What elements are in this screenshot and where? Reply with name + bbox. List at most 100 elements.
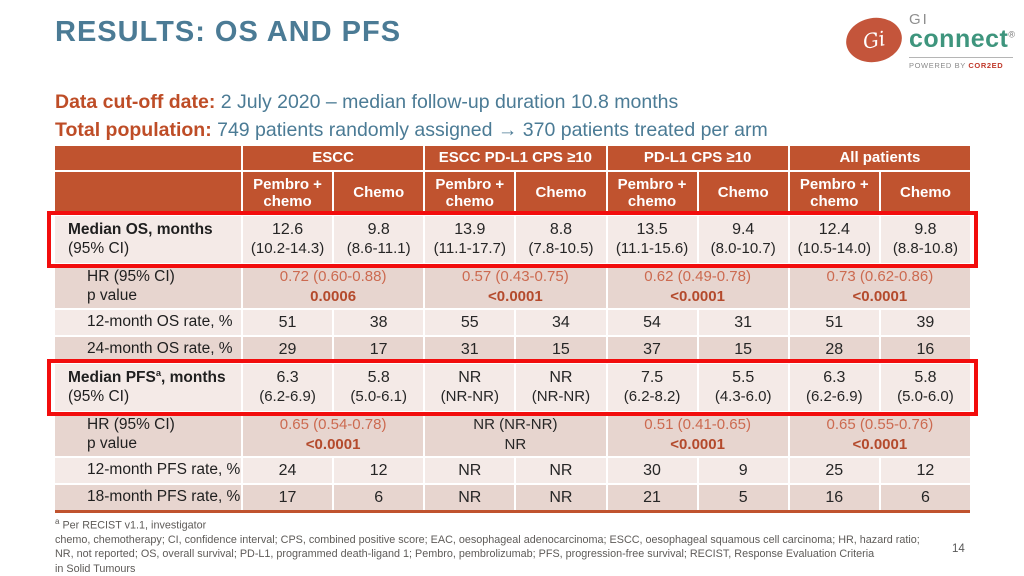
- data-cell: 55: [423, 310, 515, 335]
- tagline-prefix: POWERED BY: [909, 60, 969, 70]
- row-label: 24-month OS rate, %: [55, 337, 241, 362]
- footnote-line-4: in Solid Tumours: [55, 562, 136, 575]
- corner-cell: [55, 146, 241, 170]
- data-cell: 28: [787, 337, 879, 362]
- data-cell: 31: [696, 310, 788, 335]
- data-cell: 9.8 (8.8-10.8): [878, 216, 970, 263]
- row-label: HR (95% CI) p value: [55, 413, 241, 456]
- data-cell: 13.9 (11.1-17.7): [423, 216, 515, 263]
- hr-cell: NR (NR-NR) NR: [423, 413, 606, 456]
- gi-monogram-text: Gi: [860, 26, 888, 54]
- footnote-line-2: chemo, chemotherapy; CI, confidence inte…: [55, 533, 920, 546]
- column-group-header: ESCC: [241, 146, 424, 170]
- footnote-line-3: NR, not reported; OS, overall survival; …: [55, 548, 875, 561]
- logo-text-block: GI connect® POWERED BY COR2ED: [909, 12, 1016, 70]
- results-table: ESCC ESCC PD-L1 CPS ≥10 PD-L1 CPS ≥10 All p…: [47, 146, 978, 513]
- page-number: 14: [952, 543, 965, 555]
- data-cell: NR: [514, 485, 606, 510]
- table-row-pfs-rate-18: 18-month PFS rate, % 17 6 NR NR 21 5 16 6: [55, 483, 970, 510]
- column-arm-header: Chemo: [696, 172, 788, 214]
- table-row-median-os: Median OS, months (95% CI) 12.6 (10.2-14.3)…: [47, 211, 978, 268]
- gi-connect-logo: Gi GI connect® POWERED BY COR2ED: [842, 12, 1016, 70]
- data-cell: 17: [332, 337, 424, 362]
- row-label: Median OS, months (95% CI): [55, 216, 241, 263]
- column-arm-header: Pembro + chemo: [423, 172, 515, 214]
- data-cutoff-label: Data cut-off date:: [55, 91, 216, 113]
- data-cell: 51: [241, 310, 333, 335]
- footnote: a Per RECIST v1.1, investigator chemo, c…: [55, 517, 920, 576]
- data-cell: 15: [514, 337, 606, 362]
- subtitle-block: Data cut-off date: 2 July 2020 – median …: [55, 88, 768, 145]
- data-cell: NR: [423, 458, 515, 483]
- row-label: 18-month PFS rate, %: [55, 485, 241, 510]
- corner-cell: [55, 172, 241, 214]
- column-arm-header: Chemo: [332, 172, 424, 214]
- data-cutoff-text: 2 July 2020 – median follow-up duration …: [215, 91, 679, 113]
- data-cell: 29: [241, 337, 333, 362]
- data-cell: NR (NR-NR): [423, 364, 515, 411]
- data-cell: 12.4 (10.5-14.0): [787, 216, 879, 263]
- table-row-pfs-rate-12: 12-month PFS rate, % 24 12 NR NR 30 9 25 12: [55, 456, 970, 483]
- data-cell: NR: [423, 485, 515, 510]
- hr-cell: 0.73 (0.62-0.86) <0.0001: [787, 265, 970, 308]
- data-cell: 21: [605, 485, 697, 510]
- page-title: RESULTS: OS AND PFS: [55, 16, 402, 48]
- hr-cell: 0.57 (0.43-0.75) <0.0001: [423, 265, 606, 308]
- footnote-line-1-text: Per RECIST v1.1, investigator: [59, 519, 207, 532]
- data-cell: 17: [241, 485, 333, 510]
- table-arm-header-row: Pembro + chemo Chemo Pembro + chemo Chemo Pe…: [55, 170, 970, 214]
- data-cell: 5.8 (5.0-6.0): [878, 364, 970, 411]
- data-cell: 12: [878, 458, 970, 483]
- total-population-line: Total population: 749 patients randomly …: [55, 116, 768, 144]
- column-arm-header: Pembro + chemo: [605, 172, 697, 214]
- hr-cell: 0.51 (0.41-0.65) <0.0001: [605, 413, 788, 456]
- column-arm-header: Chemo: [878, 172, 970, 214]
- data-cell: 16: [878, 337, 970, 362]
- data-cutoff-line: Data cut-off date: 2 July 2020 – median …: [55, 88, 768, 116]
- data-cell: NR: [514, 458, 606, 483]
- data-cell: 6: [878, 485, 970, 510]
- data-cell: 37: [605, 337, 697, 362]
- column-arm-header: Pembro + chemo: [241, 172, 333, 214]
- data-cell: 30: [605, 458, 697, 483]
- data-cell: NR (NR-NR): [514, 364, 606, 411]
- tagline-brand: COR2ED: [968, 60, 1004, 70]
- footnote-sup: a: [55, 517, 60, 526]
- row-label: HR (95% CI) p value: [55, 265, 241, 308]
- hr-cell: 0.65 (0.54-0.78) <0.0001: [241, 413, 424, 456]
- total-population-label: Total population:: [55, 119, 212, 142]
- column-group-header: ESCC PD-L1 CPS ≥10: [423, 146, 606, 170]
- table-group-header-row: ESCC ESCC PD-L1 CPS ≥10 PD-L1 CPS ≥10 All p…: [55, 146, 970, 170]
- data-cell: 15: [696, 337, 788, 362]
- registered-mark: ®: [1008, 29, 1016, 40]
- column-group-header: All patients: [787, 146, 970, 170]
- data-cell: 9: [696, 458, 788, 483]
- data-cell: 51: [787, 310, 879, 335]
- column-arm-header: Pembro + chemo: [787, 172, 879, 214]
- data-cell: 9.8 (8.6-11.1): [332, 216, 424, 263]
- table-row-os-rate-12: 12-month OS rate, % 51 38 55 34 54 31 51 39: [55, 308, 970, 335]
- logo-divider: [909, 56, 1013, 58]
- table-row-pfs-hr: HR (95% CI) p value 0.65 (0.54-0.78) <0.000…: [55, 411, 970, 456]
- data-cell: 5.5 (4.3-6.0): [696, 364, 788, 411]
- table-row-median-pfs: Median PFSa, months (95% CI) 6.3 (6.2-6.9) 5…: [47, 359, 978, 416]
- data-cell: 13.5 (11.1-15.6): [605, 216, 697, 263]
- column-group-header: PD-L1 CPS ≥10: [605, 146, 788, 170]
- data-cell: 7.5 (6.2-8.2): [605, 364, 697, 411]
- data-cell: 39: [878, 310, 970, 335]
- data-cell: 6.3 (6.2-6.9): [787, 364, 879, 411]
- data-cell: 5.8 (5.0-6.1): [332, 364, 424, 411]
- data-cell: 31: [423, 337, 515, 362]
- data-cell: 34: [514, 310, 606, 335]
- data-cell: 16: [787, 485, 879, 510]
- data-cell: 12: [332, 458, 424, 483]
- row-label: 12-month PFS rate, %: [55, 458, 241, 483]
- logo-gi-text: GI: [909, 11, 929, 28]
- row-label: Median PFSa, months (95% CI): [55, 364, 241, 411]
- data-cell: 6: [332, 485, 424, 510]
- data-cell: 12.6 (10.2-14.3): [241, 216, 333, 263]
- hr-cell: 0.62 (0.49-0.78) <0.0001: [605, 265, 788, 308]
- data-cell: 54: [605, 310, 697, 335]
- data-cell: 25: [787, 458, 879, 483]
